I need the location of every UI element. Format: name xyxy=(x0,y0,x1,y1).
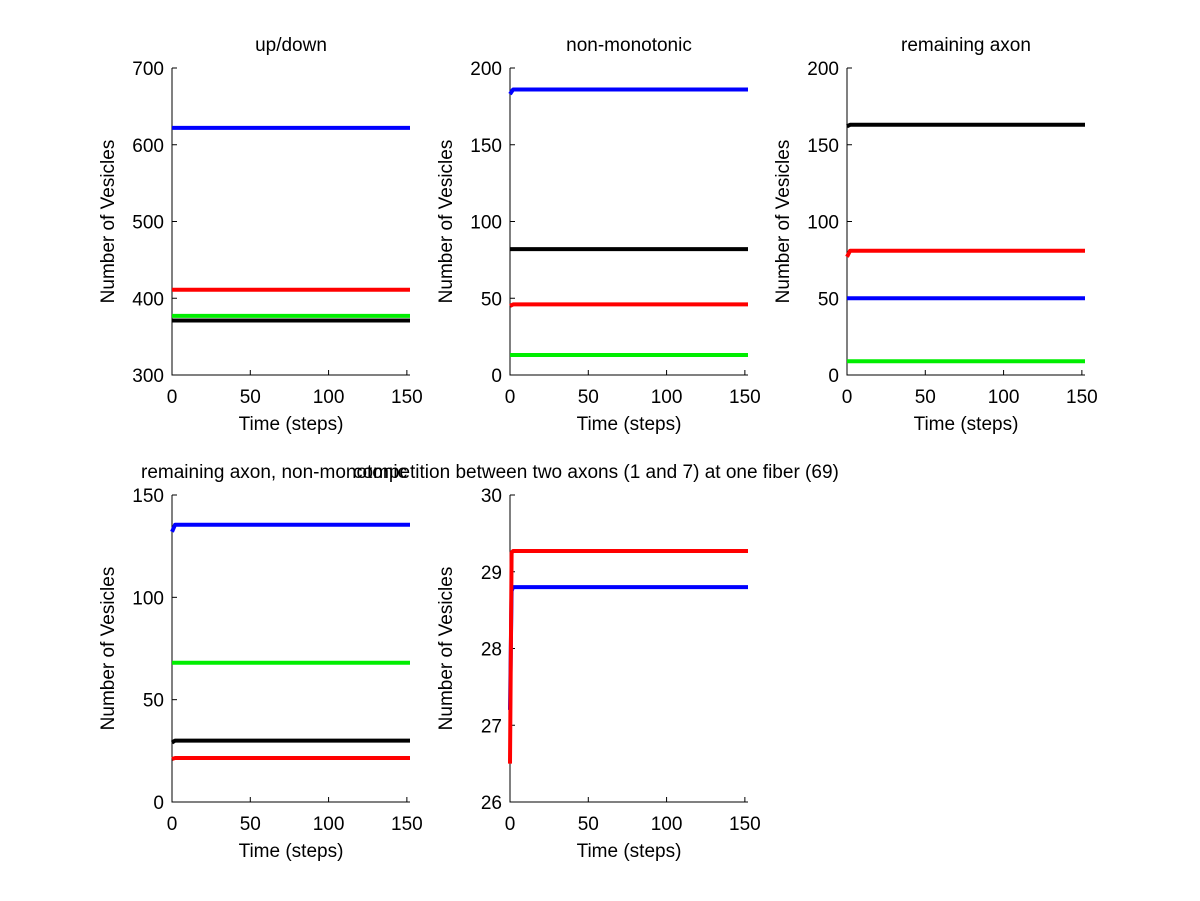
y-tick-label: 600 xyxy=(132,136,164,157)
x-tick-label: 50 xyxy=(578,814,599,835)
series-line-blue xyxy=(508,87,748,96)
axis-frame xyxy=(171,68,410,376)
x-tick-label: 150 xyxy=(391,814,423,835)
series-line-red xyxy=(509,302,748,308)
axis-frame xyxy=(509,68,748,376)
subplot-title: up/down xyxy=(255,35,327,56)
y-tick-label: 0 xyxy=(153,793,164,814)
x-tick-label: 50 xyxy=(240,387,261,408)
x-tick-label: 0 xyxy=(505,814,516,835)
x-tick-label: 0 xyxy=(167,814,178,835)
x-axis-label: Time (steps) xyxy=(577,841,682,862)
x-tick-label: 0 xyxy=(167,387,178,408)
x-tick-label: 0 xyxy=(505,387,516,408)
y-axis-label: Number of Vesicles xyxy=(436,567,457,731)
series-line-blue xyxy=(170,522,410,533)
series-line-blue xyxy=(508,585,748,710)
y-tick-label: 30 xyxy=(481,486,502,507)
y-tick-label: 150 xyxy=(470,136,502,157)
y-tick-label: 29 xyxy=(481,563,502,584)
x-tick-label: 50 xyxy=(578,387,599,408)
subplot-title: remaining axon xyxy=(901,35,1031,56)
y-tick-label: 50 xyxy=(818,289,839,310)
x-tick-label: 150 xyxy=(1066,387,1098,408)
y-tick-label: 50 xyxy=(481,289,502,310)
y-tick-label: 200 xyxy=(807,59,839,80)
x-tick-label: 100 xyxy=(313,814,345,835)
axis-frame xyxy=(509,495,748,803)
y-tick-label: 400 xyxy=(132,289,164,310)
y-tick-label: 100 xyxy=(132,588,164,609)
y-tick-label: 50 xyxy=(143,691,164,712)
series-line-red xyxy=(845,248,1085,258)
axis-frame xyxy=(171,495,410,803)
subplot-2: 0 50 100 150 0 50 100 150 200 Time (steps) Number … xyxy=(436,35,761,435)
x-axis-label: Time (steps) xyxy=(914,414,1019,435)
x-tick-label: 50 xyxy=(240,814,261,835)
x-tick-label: 100 xyxy=(313,387,345,408)
x-tick-label: 150 xyxy=(391,387,423,408)
subplot-title: non-monotonic xyxy=(566,35,692,56)
y-tick-label: 100 xyxy=(807,213,839,234)
series-line-black xyxy=(170,738,410,745)
y-tick-label: 150 xyxy=(132,486,164,507)
subplot-3: 0 50 100 150 0 50 100 150 200 Time (steps) Number … xyxy=(773,35,1098,435)
x-axis-label: Time (steps) xyxy=(577,414,682,435)
y-tick-label: 500 xyxy=(132,213,164,234)
subplot-1: 0 50 100 150 300 400 500 600 700 Time (steps) Numb… xyxy=(98,35,423,435)
x-axis-label: Time (steps) xyxy=(239,414,344,435)
x-tick-label: 150 xyxy=(729,814,761,835)
y-tick-label: 26 xyxy=(481,793,502,814)
y-axis-label: Number of Vesicles xyxy=(773,140,794,304)
subplot-title: remaining axon, non-monotonic xyxy=(141,462,407,483)
x-tick-label: 150 xyxy=(729,387,761,408)
series-line-red xyxy=(508,549,748,764)
y-tick-label: 300 xyxy=(132,366,164,387)
y-tick-label: 100 xyxy=(470,213,502,234)
y-tick-label: 150 xyxy=(807,136,839,157)
y-axis-label: Number of Vesicles xyxy=(436,140,457,304)
y-tick-label: 27 xyxy=(481,716,502,737)
x-tick-label: 100 xyxy=(988,387,1020,408)
y-axis-label: Number of Vesicles xyxy=(98,140,119,304)
series-line-red xyxy=(171,756,410,761)
y-tick-label: 0 xyxy=(491,366,502,387)
y-tick-label: 200 xyxy=(470,59,502,80)
x-tick-label: 100 xyxy=(651,814,683,835)
y-tick-label: 700 xyxy=(132,59,164,80)
x-axis-label: Time (steps) xyxy=(239,841,344,862)
series-line-black xyxy=(846,122,1085,129)
x-tick-label: 0 xyxy=(842,387,853,408)
x-tick-label: 100 xyxy=(651,387,683,408)
y-axis-label: Number of Vesicles xyxy=(98,567,119,731)
subplot-title: competition between two axons (1 and 7) … xyxy=(353,462,839,483)
x-tick-label: 50 xyxy=(915,387,936,408)
y-tick-label: 0 xyxy=(828,366,839,387)
subplot-4: 0 50 100 150 0 50 100 150 Time (steps) Number of … xyxy=(98,462,423,862)
axis-frame xyxy=(846,68,1085,376)
y-tick-label: 28 xyxy=(481,640,502,661)
subplot-5: 0 50 100 150 26 27 28 29 30 Time (steps) Number of… xyxy=(353,462,839,862)
